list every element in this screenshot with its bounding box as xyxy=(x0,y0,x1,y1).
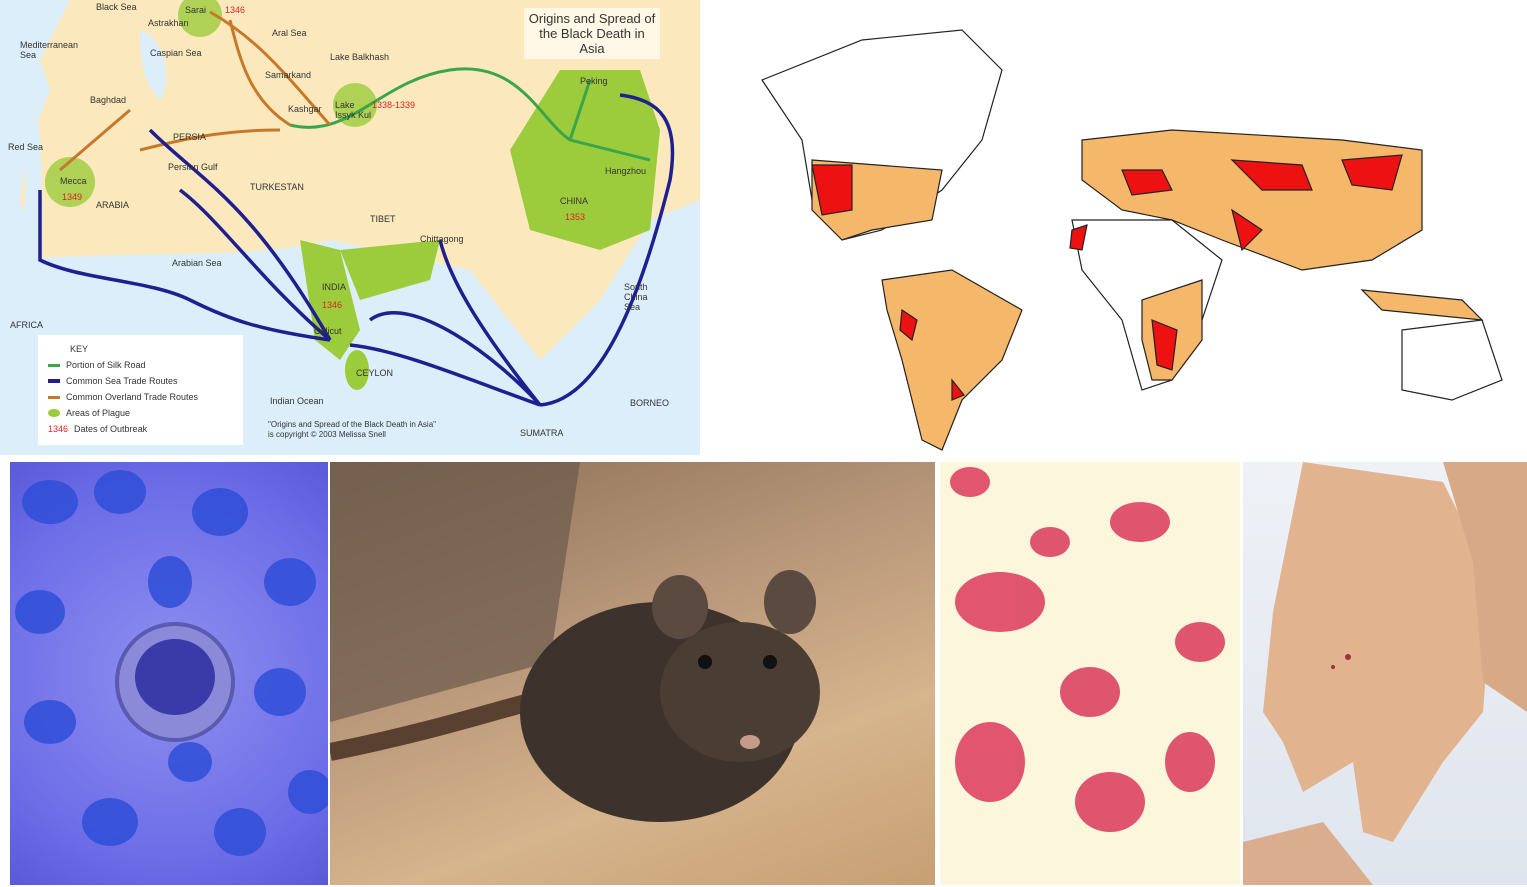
place-label: Arabian Sea xyxy=(172,258,222,268)
place-label: Mecca xyxy=(60,176,87,186)
place-label: Hangzhou xyxy=(605,166,647,176)
legend-label: Dates of Outbreak xyxy=(74,424,148,434)
bacteria-graphics xyxy=(950,467,1225,832)
black-death-asia-map: Origins and Spread of the Black Death in… xyxy=(0,0,700,455)
outbreak-date: 1346 xyxy=(322,300,343,310)
legend-label: Common Sea Trade Routes xyxy=(66,376,178,386)
legend-item: Common Overland Trade Routes xyxy=(48,389,233,405)
place-label: Black Sea xyxy=(96,2,137,12)
legend-label: Areas of Plague xyxy=(66,408,131,418)
place-label: Peking xyxy=(580,76,608,86)
place-label: Persian Gulf xyxy=(168,162,218,172)
place-label: South China Sea xyxy=(624,282,648,312)
place-label: INDIA xyxy=(322,282,347,292)
map-graphics xyxy=(0,0,700,455)
deer-mouse-photo xyxy=(330,462,935,885)
place-label: Caspian Sea xyxy=(150,48,202,58)
legend-item: 1346 Dates of Outbreak xyxy=(48,421,233,437)
bacteria-stain-micrograph xyxy=(940,462,1240,885)
place-label: SUMATRA xyxy=(520,428,564,438)
world-plague-distribution-map xyxy=(702,0,1527,455)
place-label: Aral Sea xyxy=(272,28,307,38)
outbreak-date: 1353 xyxy=(565,212,586,222)
legend-swatch xyxy=(48,379,60,383)
legend-heading: KEY xyxy=(70,344,89,354)
outbreak-date: 1338-1339 xyxy=(372,100,416,110)
credit-line: is copyright © 2003 Melissa Snell xyxy=(268,430,386,439)
place-label: Mediterranean Sea xyxy=(20,40,79,60)
hand-graphics xyxy=(1243,462,1527,885)
place-label: CEYLON xyxy=(356,368,394,378)
place-label: AFRICA xyxy=(10,320,44,330)
place-label: BORNEO xyxy=(630,398,670,408)
place-label: Lake Balkhash xyxy=(330,52,390,62)
outbreak-date: 1346 xyxy=(225,5,246,15)
place-label: Chittagong xyxy=(420,234,464,244)
legend-item: Common Sea Trade Routes xyxy=(48,373,233,389)
map-legend: KEY Portion of Silk Road Common Sea Trad… xyxy=(38,335,243,445)
mouse-graphics xyxy=(330,462,820,822)
world-map-graphics xyxy=(761,29,1503,451)
place-label: Samarkand xyxy=(265,70,312,80)
legend-item: Portion of Silk Road xyxy=(48,357,233,373)
outbreak-date: 1349 xyxy=(62,192,83,202)
map-title: Origins and Spread of the Black Death in… xyxy=(524,8,660,59)
blood-cells-graphics xyxy=(15,470,328,856)
legend-label: Portion of Silk Road xyxy=(66,360,146,370)
infected-hand-photo xyxy=(1243,462,1527,885)
place-label: Calicut xyxy=(314,326,342,336)
place-label: CHINA xyxy=(560,196,589,206)
place-label: TURKESTAN xyxy=(250,182,304,192)
legend-swatch xyxy=(48,409,60,417)
place-label: Red Sea xyxy=(8,142,44,152)
legend-swatch xyxy=(48,363,60,367)
place-label: PERSIA xyxy=(173,132,207,142)
blood-smear-micrograph xyxy=(10,462,328,885)
place-label: Indian Ocean xyxy=(270,396,324,406)
legend-item: Areas of Plague xyxy=(48,405,233,421)
legend-swatch xyxy=(48,395,60,399)
place-label: Astrakhan xyxy=(148,18,189,28)
map-credit: "Origins and Spread of the Black Death i… xyxy=(268,420,436,440)
place-label: Kashgar xyxy=(288,104,322,114)
place-label: Lake Issyk Kul xyxy=(335,100,372,120)
place-label: Sarai xyxy=(185,5,207,15)
credit-line: "Origins and Spread of the Black Death i… xyxy=(268,420,436,429)
place-label: ARABIA xyxy=(96,200,130,210)
legend-label: Common Overland Trade Routes xyxy=(66,392,199,402)
place-label: TIBET xyxy=(370,214,396,224)
legend-swatch: 1346 xyxy=(48,424,69,434)
place-label: Baghdad xyxy=(90,95,127,105)
